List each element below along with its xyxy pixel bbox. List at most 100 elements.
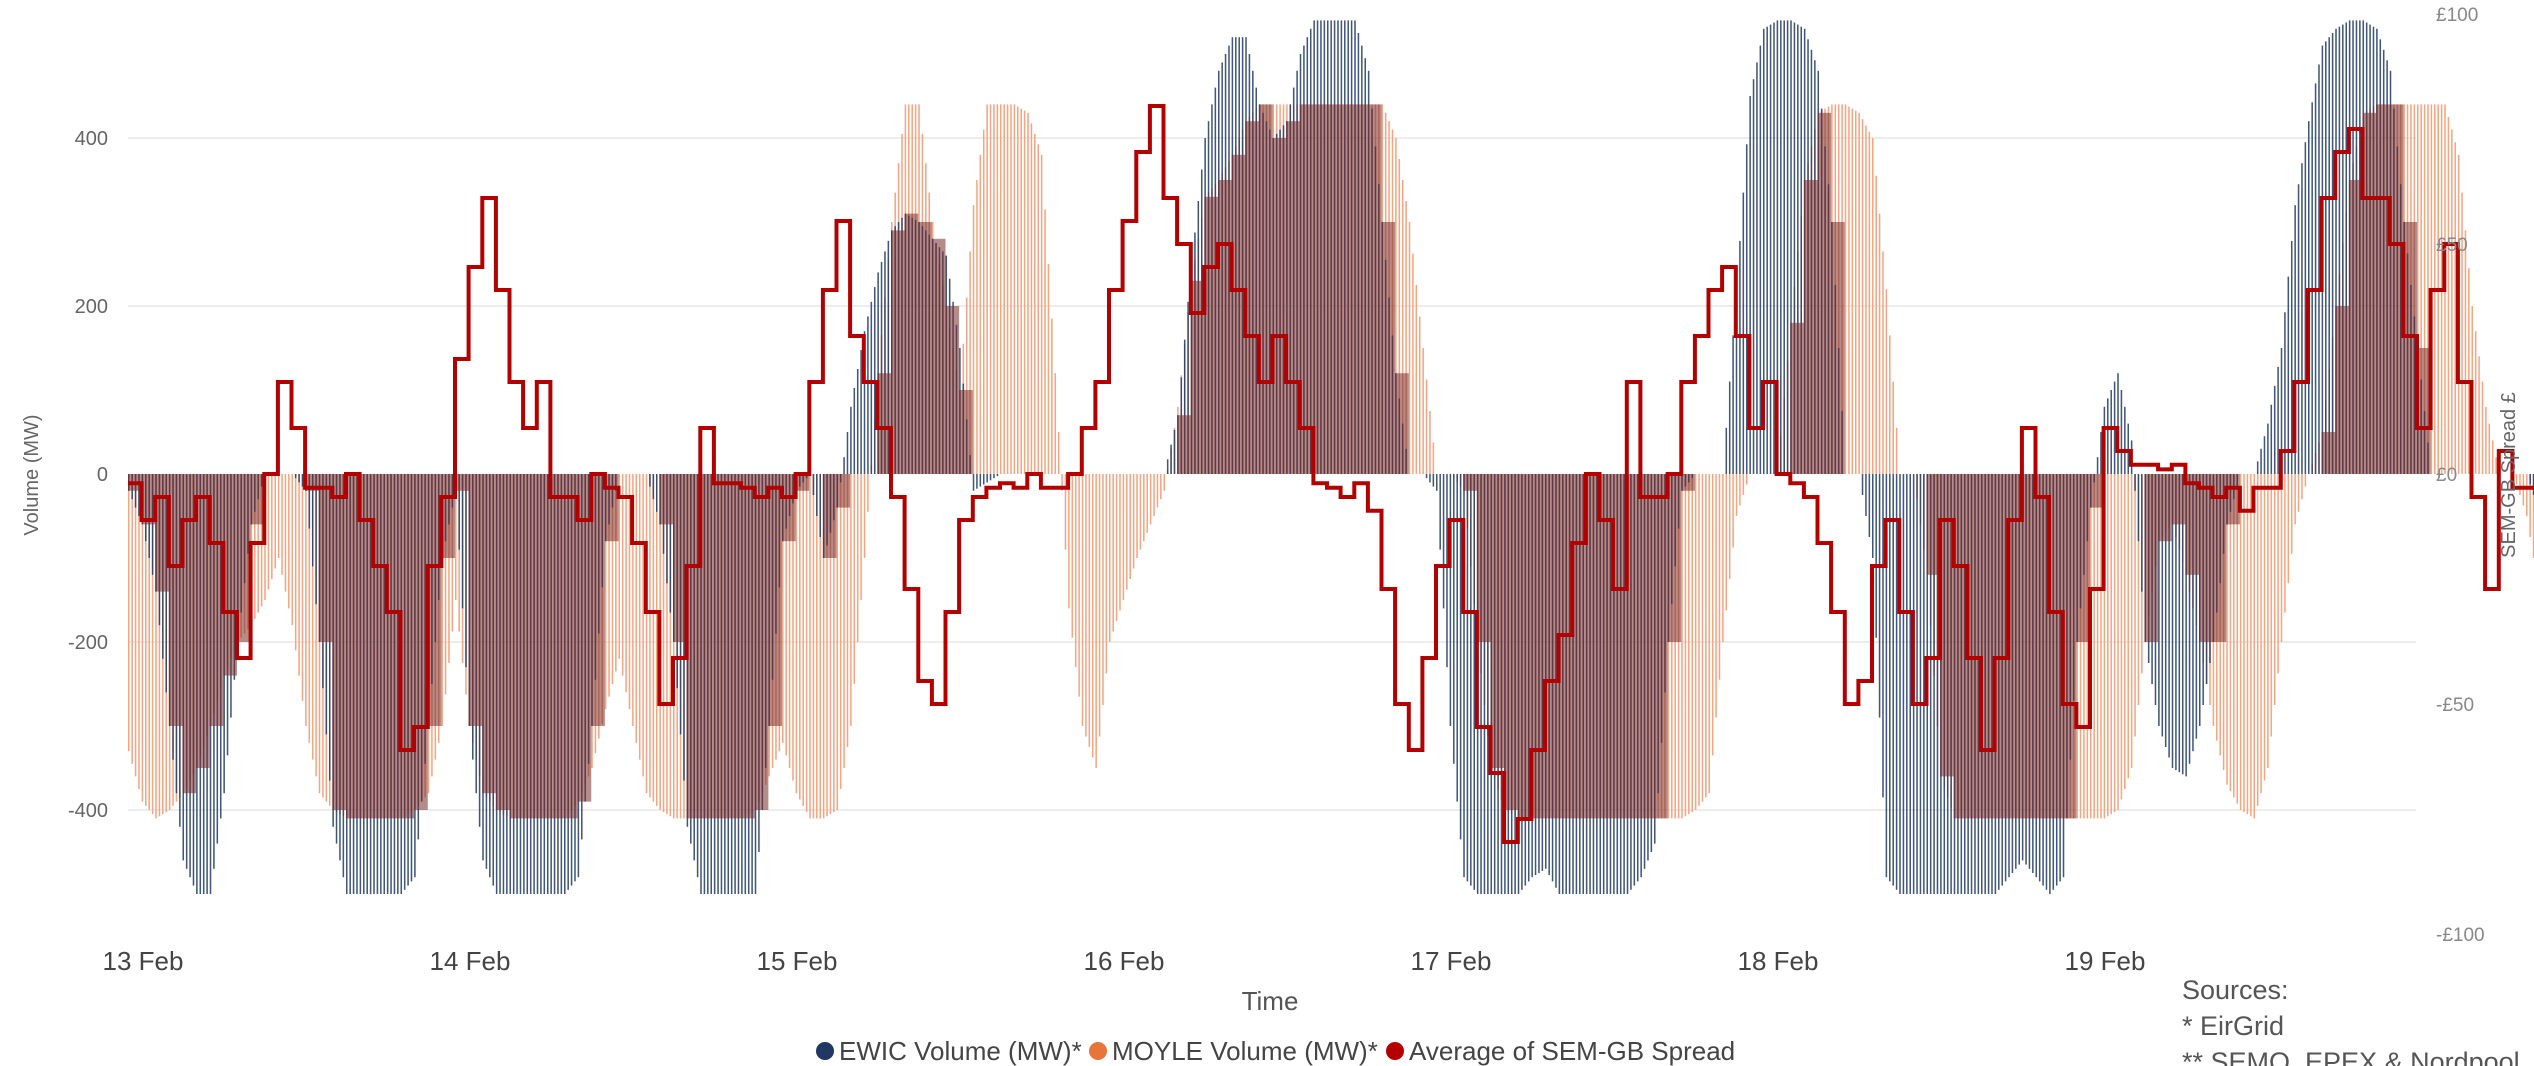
- ewic-bar: [986, 474, 988, 483]
- moyle-bar: [1163, 474, 1166, 491]
- ewic-bar: [2127, 423, 2129, 474]
- legend-item-ewic[interactable]: EWIC Volume (MW)*: [816, 1036, 1082, 1066]
- overlap-band: [2021, 474, 2036, 819]
- ewic-bar: [2175, 474, 2177, 771]
- overlap-band: [1790, 322, 1804, 474]
- moyle-bar: [979, 154, 982, 475]
- overlap-band: [1395, 373, 1409, 474]
- ewic-bar: [138, 474, 140, 516]
- moyle-bar: [836, 474, 839, 810]
- moyle-bar: [444, 474, 447, 695]
- moyle-bar: [829, 474, 832, 815]
- overlap-band: [237, 474, 251, 642]
- overlap-band: [1558, 474, 1573, 819]
- overlap-band: [2348, 180, 2363, 474]
- moyle-bar: [846, 474, 849, 747]
- overlap-band: [2062, 474, 2077, 819]
- legend-item-moyle[interactable]: MOYLE Volume (MW)*: [1089, 1036, 1378, 1066]
- moyle-bar: [1684, 474, 1687, 817]
- moyle-bar: [1745, 474, 1748, 485]
- overlap-band: [604, 474, 619, 542]
- ewic-bar: [2290, 240, 2293, 474]
- moyle-bar: [1728, 474, 1731, 579]
- moyle-bar: [271, 474, 273, 579]
- overlap-band: [1340, 104, 1355, 475]
- moyle-bar: [1156, 474, 1159, 508]
- ewic-bar: [655, 474, 658, 512]
- ewic-bar: [867, 316, 869, 474]
- ewic-bar: [2164, 474, 2167, 747]
- ewic-bar: [870, 301, 873, 474]
- ewic-bar: [1786, 20, 1789, 475]
- ewic-bar: [1797, 24, 1799, 474]
- moyle-bar: [2297, 474, 2300, 512]
- ewic-bar: [1929, 474, 1932, 894]
- moyle-bar: [1047, 264, 1050, 474]
- ewic-bar: [856, 369, 859, 474]
- moyle-bar: [288, 474, 290, 609]
- moyle-bar: [1030, 123, 1033, 475]
- spread-line: [128, 104, 2534, 844]
- overlap-band: [659, 474, 674, 525]
- y-tick-label: 200: [75, 296, 108, 318]
- ewic-bar: [1895, 474, 1898, 890]
- ewic-bar: [1425, 474, 1428, 479]
- moyle-bar: [1153, 474, 1155, 516]
- legend: EWIC Volume (MW)* MOYLE Volume (MW)* Ave…: [816, 1036, 1735, 1066]
- moyle-bar: [1054, 373, 1057, 474]
- ewic-bar: [1800, 26, 1802, 474]
- moyle-bar: [1844, 104, 1847, 475]
- overlap-band: [959, 390, 973, 474]
- moyle-bar: [2113, 474, 2116, 813]
- moyle-bar: [1006, 104, 1009, 475]
- moyle-bar: [652, 474, 655, 802]
- moyle-bar: [1889, 335, 1891, 474]
- ewic-bar: [2141, 474, 2143, 592]
- ewic-volume-bars: [128, 20, 2534, 894]
- overlap-band: [373, 474, 387, 819]
- overlap-band: [536, 474, 551, 819]
- moyle-bar: [993, 104, 995, 475]
- moyle-bar: [2287, 474, 2290, 584]
- ewic-bar: [2188, 474, 2191, 764]
- overlap-band: [1286, 121, 1300, 474]
- ewic-bar: [819, 474, 821, 537]
- moyle-bar: [2515, 474, 2518, 485]
- ewic-bar: [2325, 41, 2327, 475]
- ewic-bar: [2297, 184, 2300, 474]
- legend-item-spread[interactable]: Average of SEM-GB Spread: [1386, 1036, 1735, 1066]
- moyle-bar: [2267, 474, 2269, 768]
- moyle-bar: [2491, 440, 2494, 474]
- ewic-bar: [853, 387, 856, 474]
- moyle-bar: [1034, 133, 1036, 475]
- x-axis: 13 Feb 14 Feb 15 Feb 16 Feb 17 Feb 18 Feb 19 F…: [103, 946, 2146, 976]
- overlap-band: [2171, 474, 2186, 525]
- overlap-band: [1177, 415, 1191, 474]
- moyle-bar: [281, 474, 283, 575]
- moyle-bar: [1432, 442, 1435, 474]
- ewic-bar: [1919, 474, 1922, 894]
- overlap-band: [1218, 180, 1232, 474]
- overlap-band: [1258, 104, 1273, 475]
- ewic-bar: [1436, 474, 1438, 491]
- moyle-bar: [1691, 474, 1693, 813]
- ewic-bar: [1933, 474, 1935, 894]
- moyle-bar: [982, 129, 985, 474]
- y2-axis-title: SEM-GB Spread £: [2498, 392, 2520, 558]
- moyle-bar: [1040, 154, 1043, 475]
- ewic-bar: [1732, 335, 1734, 474]
- overlap-band: [891, 230, 905, 474]
- moyle-bar: [1412, 253, 1414, 474]
- ewic-bar: [2342, 24, 2344, 474]
- overlap-band: [482, 474, 496, 794]
- overlap-band: [2403, 222, 2418, 474]
- moyle-bar: [1064, 474, 1067, 550]
- overlap-band: [182, 474, 197, 794]
- moyle-bar: [1119, 474, 1121, 611]
- moyle-bar: [2417, 104, 2419, 475]
- ewic-bar: [1187, 301, 1189, 474]
- overlap-band: [1517, 474, 1532, 819]
- moyle-bar: [1708, 474, 1711, 794]
- ewic-bar: [2124, 406, 2126, 474]
